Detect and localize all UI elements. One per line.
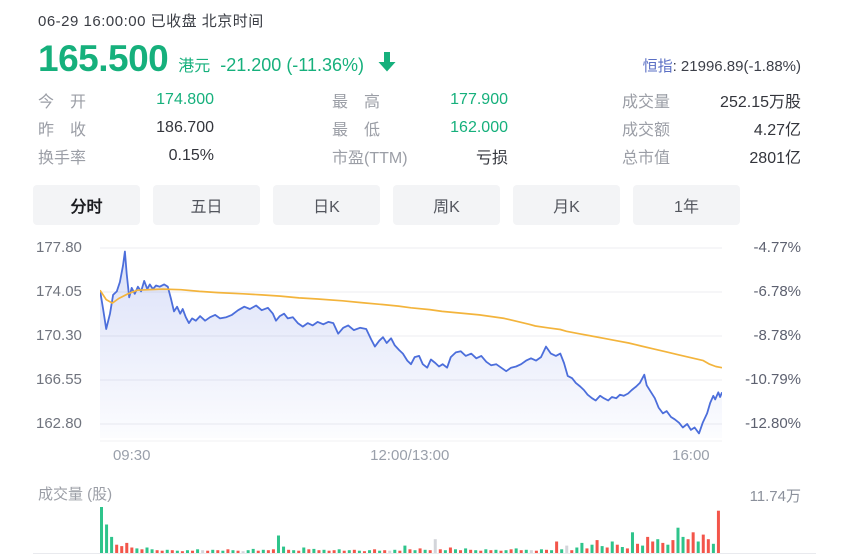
stat-row: 总市值 2801亿 bbox=[622, 150, 801, 167]
stats-column-2: 最 高 177.900 最 低 162.000 市盈(TTM) 亏损 bbox=[332, 86, 508, 170]
tab-weekly-k[interactable]: 周K bbox=[393, 185, 500, 225]
period-tabs: 分时 五日 日K 周K 月K 1年 bbox=[33, 185, 740, 225]
price-change: -21.200 (-11.36%) bbox=[220, 55, 365, 75]
intraday-price-chart[interactable] bbox=[100, 238, 722, 443]
y-axis-price-label: 170.30 bbox=[36, 327, 82, 344]
tab-daily-k[interactable]: 日K bbox=[273, 185, 380, 225]
stats-column-3: 成交量 252.15万股 成交额 4.27亿 总市值 2801亿 bbox=[622, 86, 801, 170]
stat-row: 今 开 174.800 bbox=[38, 91, 214, 111]
x-axis-tick: 16:00 bbox=[672, 447, 710, 464]
y-axis-percent-label: -6.78% bbox=[753, 283, 801, 300]
volume-max-value: 11.74万 bbox=[749, 488, 801, 505]
tab-5day[interactable]: 五日 bbox=[153, 185, 260, 225]
y-axis-percent-label: -4.77% bbox=[753, 239, 801, 256]
stat-row: 最 低 162.000 bbox=[332, 119, 508, 139]
currency-label: 港元 bbox=[178, 58, 211, 75]
stats-column-1: 今 开 174.800 昨 收 186.700 换手率 0.15% bbox=[38, 86, 214, 170]
tab-1year[interactable]: 1年 bbox=[633, 185, 740, 225]
y-axis-percent-label: -8.78% bbox=[753, 327, 801, 344]
index-quote[interactable]: 恒指: 21996.89(-1.88%) bbox=[601, 55, 801, 76]
volume-bars-chart[interactable] bbox=[100, 505, 722, 553]
bottom-divider bbox=[33, 553, 816, 554]
stat-row: 最 高 177.900 bbox=[332, 91, 508, 111]
y-axis-price-label: 177.80 bbox=[36, 239, 82, 256]
tab-monthly-k[interactable]: 月K bbox=[513, 185, 620, 225]
tab-minute[interactable]: 分时 bbox=[33, 185, 140, 225]
y-axis-price-label: 162.80 bbox=[36, 415, 82, 432]
stat-row: 昨 收 186.700 bbox=[38, 119, 214, 139]
stat-row: 市盈(TTM) 亏损 bbox=[332, 150, 508, 167]
volume-title: 成交量 (股) bbox=[38, 486, 113, 503]
stat-row: 换手率 0.15% bbox=[38, 147, 214, 167]
stat-row: 成交量 252.15万股 bbox=[622, 94, 801, 111]
status-line: 06-29 16:00:00 已收盘 北京时间 bbox=[38, 13, 264, 30]
down-arrow-icon bbox=[378, 52, 396, 72]
y-axis-percent-label: -10.79% bbox=[745, 371, 801, 388]
index-link[interactable]: 恒指 bbox=[642, 58, 673, 75]
y-axis-percent-label: -12.80% bbox=[745, 415, 801, 432]
x-axis-tick: 12:00/13:00 bbox=[370, 447, 450, 464]
x-axis-tick: 09:30 bbox=[112, 447, 151, 464]
stat-row: 成交额 4.27亿 bbox=[622, 122, 801, 139]
quote-row: 165.500 港元 -21.200 (-11.36%) bbox=[38, 38, 396, 80]
y-axis-price-label: 174.05 bbox=[36, 283, 82, 300]
y-axis-price-label: 166.55 bbox=[36, 371, 82, 388]
index-value: : 21996.89(-1.88%) bbox=[672, 58, 801, 75]
last-price: 165.500 bbox=[38, 38, 169, 79]
